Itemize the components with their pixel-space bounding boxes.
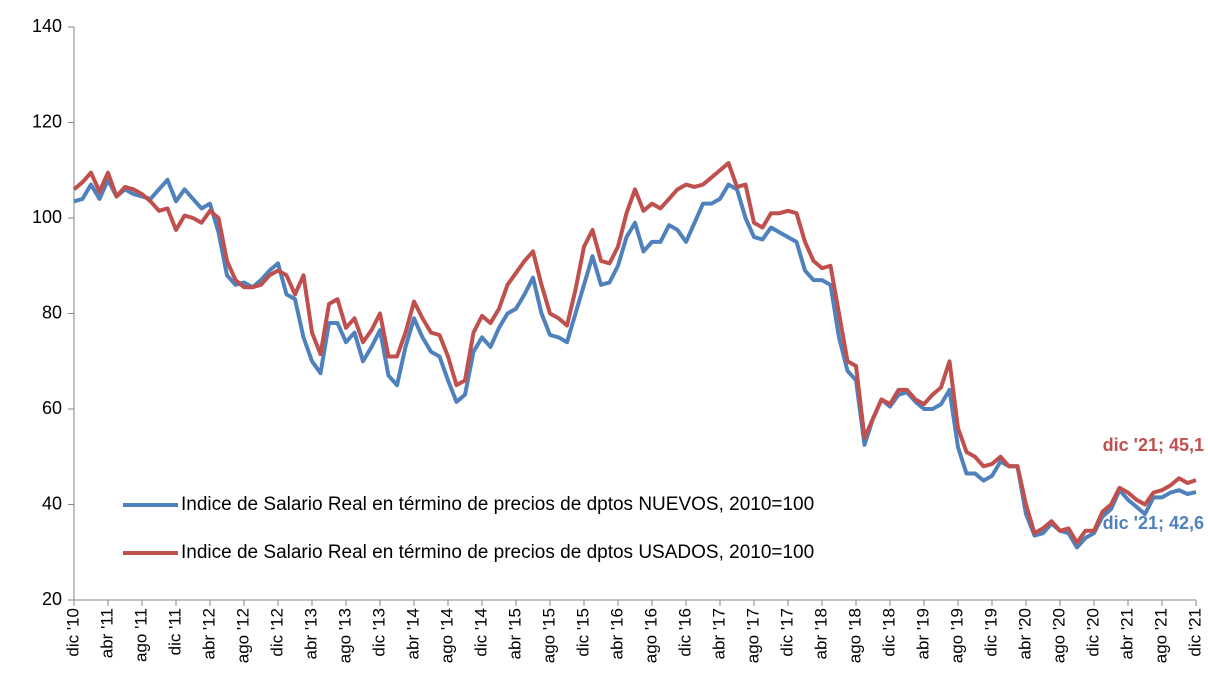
y-tick-label: 80	[42, 302, 62, 322]
x-tick-label: dic '12	[267, 608, 286, 657]
x-tick-label: abr '19	[913, 608, 932, 659]
x-tick-label: dic '11	[165, 608, 184, 655]
x-tick-label: dic '18	[879, 608, 898, 657]
y-tick-label: 40	[42, 493, 62, 513]
x-tick-label: dic '17	[777, 608, 796, 657]
x-tick-label: dic '10	[63, 608, 82, 657]
x-tick-label: dic '20	[1083, 608, 1102, 657]
x-tick-label: ago '20	[1049, 608, 1068, 663]
x-tick-label: ago '12	[233, 608, 252, 663]
x-tick-label: abr '17	[709, 608, 728, 659]
y-tick-label: 100	[32, 207, 62, 227]
x-tick-label: dic '15	[573, 608, 592, 657]
x-tick-label: dic '13	[369, 608, 388, 657]
x-tick-label: ago '19	[947, 608, 966, 663]
x-tick-label: dic '16	[675, 608, 694, 657]
value-label: dic '21; 45,1	[1103, 435, 1204, 455]
y-tick-label: 20	[42, 589, 62, 609]
x-tick-label: abr '12	[199, 608, 218, 659]
x-tick-label: ago '14	[437, 608, 456, 663]
x-tick-label: ago '13	[335, 608, 354, 663]
x-tick-label: abr '20	[1015, 608, 1034, 659]
x-tick-label: ago '17	[743, 608, 762, 663]
x-tick-label: abr '11	[97, 608, 116, 658]
x-tick-label: abr '15	[505, 608, 524, 659]
x-tick-label: abr '18	[811, 608, 830, 659]
x-tick-label: dic '19	[981, 608, 1000, 657]
series-line	[72, 161, 1197, 545]
y-tick-label: 120	[32, 111, 62, 131]
x-tick-label: dic '14	[471, 608, 490, 657]
x-tick-label: abr '13	[301, 608, 320, 659]
x-tick-label: ago '21	[1151, 608, 1170, 663]
series-line	[73, 177, 1197, 550]
x-tick-label: abr '21	[1117, 608, 1136, 659]
x-tick-label: ago '18	[845, 608, 864, 663]
x-tick-label: abr '16	[607, 608, 626, 659]
x-tick-label: ago '16	[641, 608, 660, 663]
x-tick-label: dic '21	[1185, 608, 1204, 657]
legend-label: Indice de Salario Real en término de pre…	[181, 542, 814, 563]
x-tick-label: abr '14	[403, 608, 422, 659]
y-tick-label: 140	[32, 16, 62, 36]
y-tick-label: 60	[42, 398, 62, 418]
value-label: dic '21; 42,6	[1103, 513, 1204, 533]
x-tick-label: ago '15	[539, 608, 558, 663]
x-tick-label: ago '11	[131, 608, 150, 662]
legend-label: Indice de Salario Real en término de pre…	[181, 494, 814, 515]
